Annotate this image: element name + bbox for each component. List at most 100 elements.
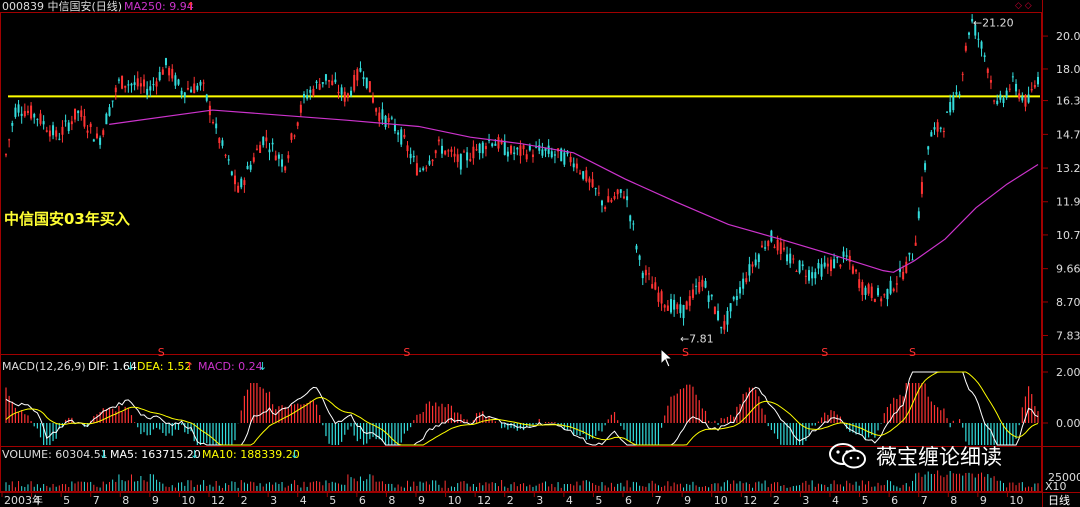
candle-body: [368, 81, 371, 93]
candle-body: [469, 159, 472, 161]
candle-body: [767, 241, 770, 247]
candle-body: [121, 75, 124, 89]
candle-body: [942, 131, 945, 133]
candle-body: [1021, 96, 1024, 101]
candle-body: [691, 289, 694, 298]
candle-body: [651, 284, 654, 289]
candle-body: [823, 262, 826, 267]
candle-body: [798, 260, 801, 273]
macd-dea: DEA: 1.52: [137, 360, 191, 373]
candle-body: [974, 24, 977, 36]
candle-body: [42, 121, 45, 125]
candle-body: [619, 189, 622, 193]
candle-body: [397, 132, 400, 135]
candle-body: [26, 110, 29, 113]
candle-body: [233, 175, 236, 185]
time-label: 9: [980, 494, 987, 507]
candle-body: [152, 84, 155, 86]
volume-ma5: MA5: 163715.20: [110, 448, 201, 461]
candle-body: [218, 138, 221, 144]
macd-dea-line: [5, 371, 1039, 446]
candle-body: [986, 68, 989, 73]
candle-body: [660, 291, 663, 304]
time-label: 12: [211, 494, 225, 507]
candle-body: [158, 72, 161, 81]
candle-body: [409, 153, 412, 159]
volume-ma5-arrow: ↓: [190, 448, 199, 461]
candle-body: [707, 295, 710, 302]
candle-body: [764, 247, 767, 249]
candle-body: [215, 123, 218, 129]
candle-body: [939, 127, 942, 129]
candle-body: [550, 151, 553, 158]
candle-body: [180, 90, 183, 95]
candle-body: [685, 301, 688, 310]
candle-body: [993, 100, 996, 102]
candle-body: [86, 130, 89, 133]
candle-body: [240, 178, 243, 188]
candle-body: [61, 126, 64, 135]
candle-body: [648, 273, 651, 275]
candle-body: [510, 145, 513, 154]
candle-body: [271, 142, 274, 145]
candle-body: [930, 132, 933, 137]
candle-body: [516, 147, 519, 150]
candle-body: [538, 145, 541, 151]
candle-body: [64, 120, 67, 122]
candle-body: [23, 111, 26, 117]
time-label: 2003年: [4, 493, 43, 507]
candle-body: [321, 82, 324, 84]
candle-body: [306, 95, 309, 99]
candle-body: [804, 275, 807, 277]
candle-body: [146, 88, 149, 95]
candle-body: [704, 280, 707, 288]
macd-title: MACD(12,26,9): [2, 360, 86, 373]
candle-body: [108, 107, 111, 116]
candle-body: [594, 188, 597, 190]
candle-body: [114, 87, 117, 93]
price-tick-label: 16.38: [1056, 95, 1080, 108]
candle-body: [1027, 94, 1030, 103]
time-label: 5: [862, 494, 869, 507]
candle-body: [350, 90, 353, 96]
candle-body: [387, 117, 390, 122]
candle-body: [488, 139, 491, 141]
candle-body: [842, 251, 845, 257]
window-controls[interactable]: ◇ ◇: [1015, 1, 1032, 11]
candle-body: [500, 140, 503, 144]
candle-body: [481, 142, 484, 154]
candle-body: [136, 78, 139, 87]
candle-body: [924, 163, 927, 170]
time-label: 12: [477, 494, 491, 507]
candle-body: [905, 261, 908, 273]
candle-body: [365, 77, 368, 88]
candle-body: [149, 86, 152, 91]
candle-body: [378, 112, 381, 122]
candle-body: [1005, 90, 1008, 98]
time-label: 8: [122, 494, 129, 507]
time-label: 3: [270, 494, 277, 507]
candle-body: [491, 143, 494, 147]
time-label: 10: [1009, 494, 1023, 507]
candle-body: [886, 289, 889, 300]
candle-body: [1030, 89, 1033, 91]
candle-body: [186, 88, 189, 90]
candle-body: [739, 287, 742, 294]
time-label: 9: [418, 494, 425, 507]
time-label: 10: [181, 494, 195, 507]
macd-value: MACD: 0.24: [198, 360, 263, 373]
candle-body: [723, 321, 726, 330]
candle-body: [958, 94, 961, 96]
candle-body: [381, 109, 384, 120]
candle-body: [920, 182, 923, 194]
candle-body: [955, 92, 958, 95]
candle-body: [666, 305, 669, 311]
volume-ma10-arrow: ↓: [290, 448, 299, 461]
candle-body: [268, 149, 271, 153]
candle-body: [848, 255, 851, 262]
candle-body: [453, 153, 456, 157]
candle-body: [315, 81, 318, 83]
time-label: 8: [388, 494, 395, 507]
signal-marker: S: [821, 346, 828, 359]
